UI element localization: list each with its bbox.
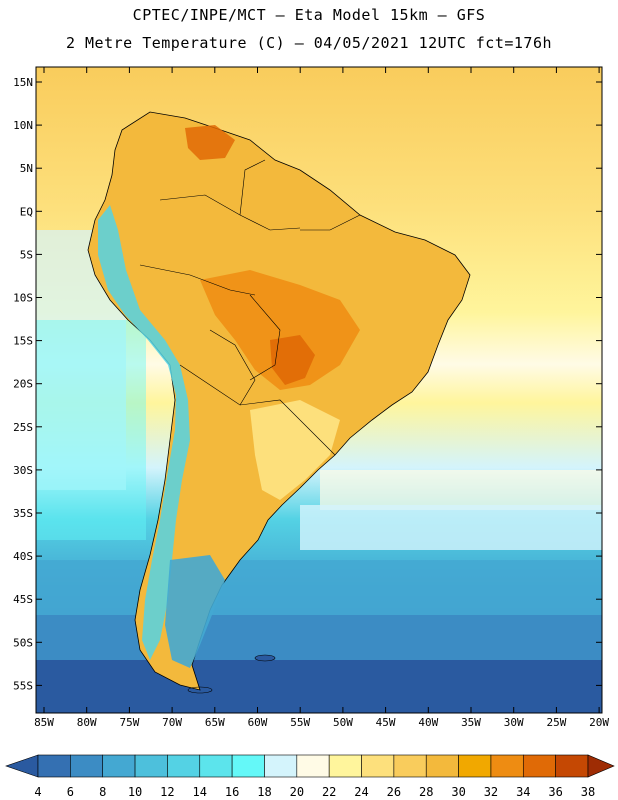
lon-label: 55W: [290, 716, 310, 729]
lat-label: 40S: [13, 550, 33, 563]
lon-label: 35W: [461, 716, 481, 729]
colorbar-label: 26: [387, 785, 401, 799]
colorbar-swatch: [361, 754, 395, 778]
lat-label: 15N: [13, 76, 33, 89]
lat-label: EQ: [20, 205, 33, 218]
south-band-1: [36, 560, 602, 620]
colorbar-swatch: [102, 754, 136, 778]
colorbar-label: 4: [34, 785, 41, 799]
falkland-islands: [254, 654, 276, 662]
colorbar-label: 30: [451, 785, 465, 799]
colorbar-label: 18: [257, 785, 271, 799]
colorbar-swatch: [296, 754, 330, 778]
colorbar-label: 28: [419, 785, 433, 799]
plot-frame: [35, 66, 603, 714]
colorbar-swatch: [37, 754, 71, 778]
colorbar-swatch: [328, 754, 362, 778]
colorbar-swatch: [199, 754, 233, 778]
colorbar-label: 34: [516, 785, 530, 799]
lat-label: 10N: [13, 119, 33, 132]
map-field: [36, 67, 602, 713]
colorbar-label: 38: [581, 785, 595, 799]
colorbar-label: 20: [290, 785, 304, 799]
lon-label: 50W: [333, 716, 353, 729]
colorbar-label: 24: [354, 785, 368, 799]
colorbar-swatch: [264, 754, 298, 778]
colorbar-label: 6: [67, 785, 74, 799]
lat-label: 35S: [13, 507, 33, 520]
lon-label: 45W: [376, 716, 396, 729]
colorbar-label: 32: [484, 785, 498, 799]
colorbar-arrow-low: [5, 754, 39, 778]
lon-label: 75W: [119, 716, 139, 729]
lat-label: 50S: [13, 636, 33, 649]
lon-label: 65W: [205, 716, 225, 729]
colorbar-label: 16: [225, 785, 239, 799]
colorbar-swatch: [555, 754, 589, 778]
lon-label: 85W: [34, 716, 54, 729]
lon-label: 25W: [546, 716, 566, 729]
colorbar-arrow-high: [587, 754, 615, 778]
colorbar-swatch: [70, 754, 104, 778]
lon-label: 30W: [504, 716, 524, 729]
andes-cold-stripe: [98, 205, 190, 660]
colorbar: 4 6 8 10 12 14 16 18 20 22 24 26 28 30 32 34 36 38: [5, 754, 615, 799]
colorbar-swatch: [231, 754, 265, 778]
lat-label: 20S: [13, 378, 33, 391]
colorbar-label: 36: [548, 785, 562, 799]
colorbar-swatch: [490, 754, 524, 778]
lon-label: 40W: [418, 716, 438, 729]
lon-label: 20W: [589, 716, 609, 729]
colorbar-label: 10: [128, 785, 142, 799]
southern-brazil-cool: [250, 400, 340, 500]
axis-ticks: 15N 10N 5N EQ 5S 10S 15S 20S 25S 30S 35S 40S 45S 50S 5…: [13, 67, 609, 729]
south-band-3: [36, 660, 602, 713]
country-borders: [139, 159, 361, 456]
lon-label: 80W: [77, 716, 97, 729]
colorbar-swatch: [134, 754, 168, 778]
lat-label: 5N: [20, 162, 33, 175]
lat-label: 30S: [13, 464, 33, 477]
map-title-line2: 2 Metre Temperature (C) – 04/05/2021 12U…: [65, 34, 553, 52]
lat-label: 10S: [13, 292, 33, 305]
lat-label: 25S: [13, 421, 33, 434]
colorbar-swatch: [425, 754, 459, 778]
lon-label: 70W: [162, 716, 182, 729]
patagonia-cool: [165, 555, 225, 668]
lat-label: 45S: [13, 593, 33, 606]
colorbar-swatch: [522, 754, 556, 778]
south-band-2: [36, 615, 602, 665]
lon-label: 60W: [248, 716, 268, 729]
atlantic-pale-band: [300, 505, 602, 550]
atlantic-light-band: [320, 470, 602, 510]
venezuela-hot-core: [185, 125, 235, 160]
tierra-del-fuego: [187, 686, 213, 694]
lat-label: 15S: [13, 335, 33, 348]
colorbar-label: 8: [99, 785, 106, 799]
colorbar-swatch: [458, 754, 492, 778]
colorbar-label: 12: [160, 785, 174, 799]
map-title-line1: CPTEC/INPE/MCT – Eta Model 15km – GFS: [132, 6, 486, 24]
colorbar-label: 22: [322, 785, 336, 799]
pantanal-hot-core: [270, 335, 315, 385]
colorbar-label: 14: [193, 785, 207, 799]
colorbar-swatch: [393, 754, 427, 778]
lat-label: 5S: [20, 248, 33, 261]
colorbar-swatch: [167, 754, 201, 778]
lat-label: 55S: [13, 679, 33, 692]
pacific-cold-band: [36, 320, 146, 540]
